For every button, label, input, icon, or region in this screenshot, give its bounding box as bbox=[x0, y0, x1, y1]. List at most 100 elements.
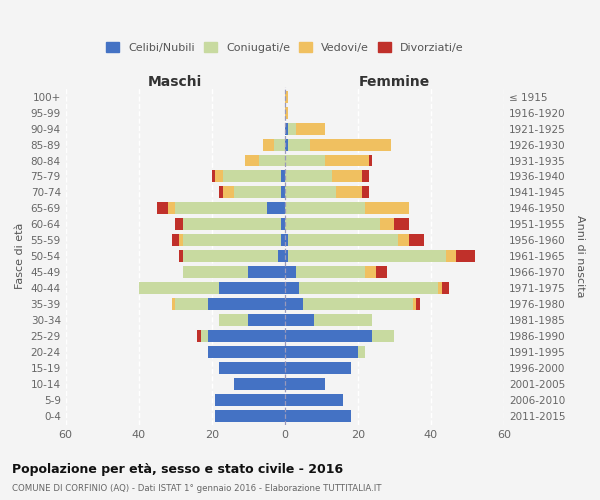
Bar bbox=[285, 122, 289, 134]
Bar bbox=[266, 202, 285, 214]
Bar bbox=[219, 314, 248, 326]
Bar bbox=[201, 330, 208, 342]
Bar bbox=[285, 234, 289, 246]
Text: COMUNE DI CORFINIO (AQ) - Dati ISTAT 1° gennaio 2016 - Elaborazione TUTTITALIA.I: COMUNE DI CORFINIO (AQ) - Dati ISTAT 1° … bbox=[12, 484, 382, 493]
Bar bbox=[281, 186, 285, 198]
Text: Maschi: Maschi bbox=[148, 75, 202, 89]
Bar bbox=[263, 138, 274, 150]
Bar bbox=[296, 266, 365, 278]
Bar bbox=[233, 186, 281, 198]
Bar bbox=[398, 234, 409, 246]
Bar bbox=[285, 266, 296, 278]
Bar bbox=[285, 250, 289, 262]
Bar bbox=[285, 314, 314, 326]
Bar bbox=[358, 346, 365, 358]
Bar bbox=[285, 218, 380, 230]
Bar bbox=[208, 330, 285, 342]
Bar bbox=[438, 282, 442, 294]
Bar bbox=[285, 378, 325, 390]
Bar bbox=[285, 202, 365, 214]
Bar bbox=[285, 298, 303, 310]
Bar bbox=[219, 362, 285, 374]
Bar bbox=[223, 186, 233, 198]
Bar bbox=[248, 314, 285, 326]
Bar bbox=[175, 202, 266, 214]
Bar bbox=[303, 298, 413, 310]
Bar bbox=[215, 170, 223, 182]
Bar bbox=[373, 330, 394, 342]
Bar bbox=[245, 154, 259, 166]
Bar bbox=[248, 266, 285, 278]
Bar bbox=[332, 170, 362, 182]
Bar bbox=[219, 186, 223, 198]
Bar bbox=[182, 218, 281, 230]
Bar bbox=[259, 154, 285, 166]
Bar bbox=[233, 378, 285, 390]
Bar bbox=[172, 234, 179, 246]
Bar bbox=[285, 138, 289, 150]
Bar bbox=[208, 346, 285, 358]
Bar bbox=[369, 154, 373, 166]
Bar bbox=[289, 138, 310, 150]
Bar bbox=[281, 218, 285, 230]
Bar bbox=[285, 186, 336, 198]
Bar bbox=[215, 394, 285, 406]
Bar bbox=[182, 250, 278, 262]
Bar bbox=[285, 394, 343, 406]
Y-axis label: Anni di nascita: Anni di nascita bbox=[575, 215, 585, 298]
Bar bbox=[285, 330, 373, 342]
Bar bbox=[175, 218, 182, 230]
Bar bbox=[336, 186, 362, 198]
Bar bbox=[219, 282, 285, 294]
Bar bbox=[139, 282, 219, 294]
Bar bbox=[394, 218, 409, 230]
Bar bbox=[281, 170, 285, 182]
Bar bbox=[281, 234, 285, 246]
Bar bbox=[409, 234, 424, 246]
Bar bbox=[182, 266, 248, 278]
Bar bbox=[289, 250, 446, 262]
Bar bbox=[457, 250, 475, 262]
Bar bbox=[289, 122, 296, 134]
Bar bbox=[376, 266, 387, 278]
Bar bbox=[168, 202, 175, 214]
Bar bbox=[365, 266, 376, 278]
Bar bbox=[299, 282, 438, 294]
Bar bbox=[362, 170, 369, 182]
Bar bbox=[274, 138, 285, 150]
Bar bbox=[365, 202, 409, 214]
Bar bbox=[157, 202, 168, 214]
Bar bbox=[223, 170, 281, 182]
Bar bbox=[179, 250, 182, 262]
Bar bbox=[215, 410, 285, 422]
Text: Popolazione per età, sesso e stato civile - 2016: Popolazione per età, sesso e stato civil… bbox=[12, 462, 343, 475]
Bar bbox=[175, 298, 208, 310]
Bar bbox=[182, 234, 281, 246]
Bar bbox=[172, 298, 175, 310]
Bar bbox=[285, 410, 350, 422]
Bar bbox=[314, 314, 373, 326]
Bar bbox=[362, 186, 369, 198]
Bar bbox=[289, 234, 398, 246]
Bar bbox=[179, 234, 182, 246]
Bar bbox=[380, 218, 394, 230]
Bar bbox=[416, 298, 420, 310]
Bar bbox=[325, 154, 369, 166]
Bar bbox=[285, 154, 325, 166]
Bar bbox=[310, 138, 391, 150]
Bar bbox=[285, 170, 332, 182]
Bar bbox=[278, 250, 285, 262]
Bar bbox=[285, 106, 289, 118]
Bar bbox=[285, 346, 358, 358]
Bar bbox=[212, 170, 215, 182]
Y-axis label: Fasce di età: Fasce di età bbox=[15, 223, 25, 290]
Legend: Celibi/Nubili, Coniugati/e, Vedovi/e, Divorziati/e: Celibi/Nubili, Coniugati/e, Vedovi/e, Di… bbox=[106, 42, 464, 53]
Bar bbox=[413, 298, 416, 310]
Bar bbox=[296, 122, 325, 134]
Bar bbox=[442, 282, 449, 294]
Bar bbox=[285, 91, 289, 102]
Bar bbox=[446, 250, 457, 262]
Bar bbox=[208, 298, 285, 310]
Bar bbox=[285, 282, 299, 294]
Bar bbox=[197, 330, 201, 342]
